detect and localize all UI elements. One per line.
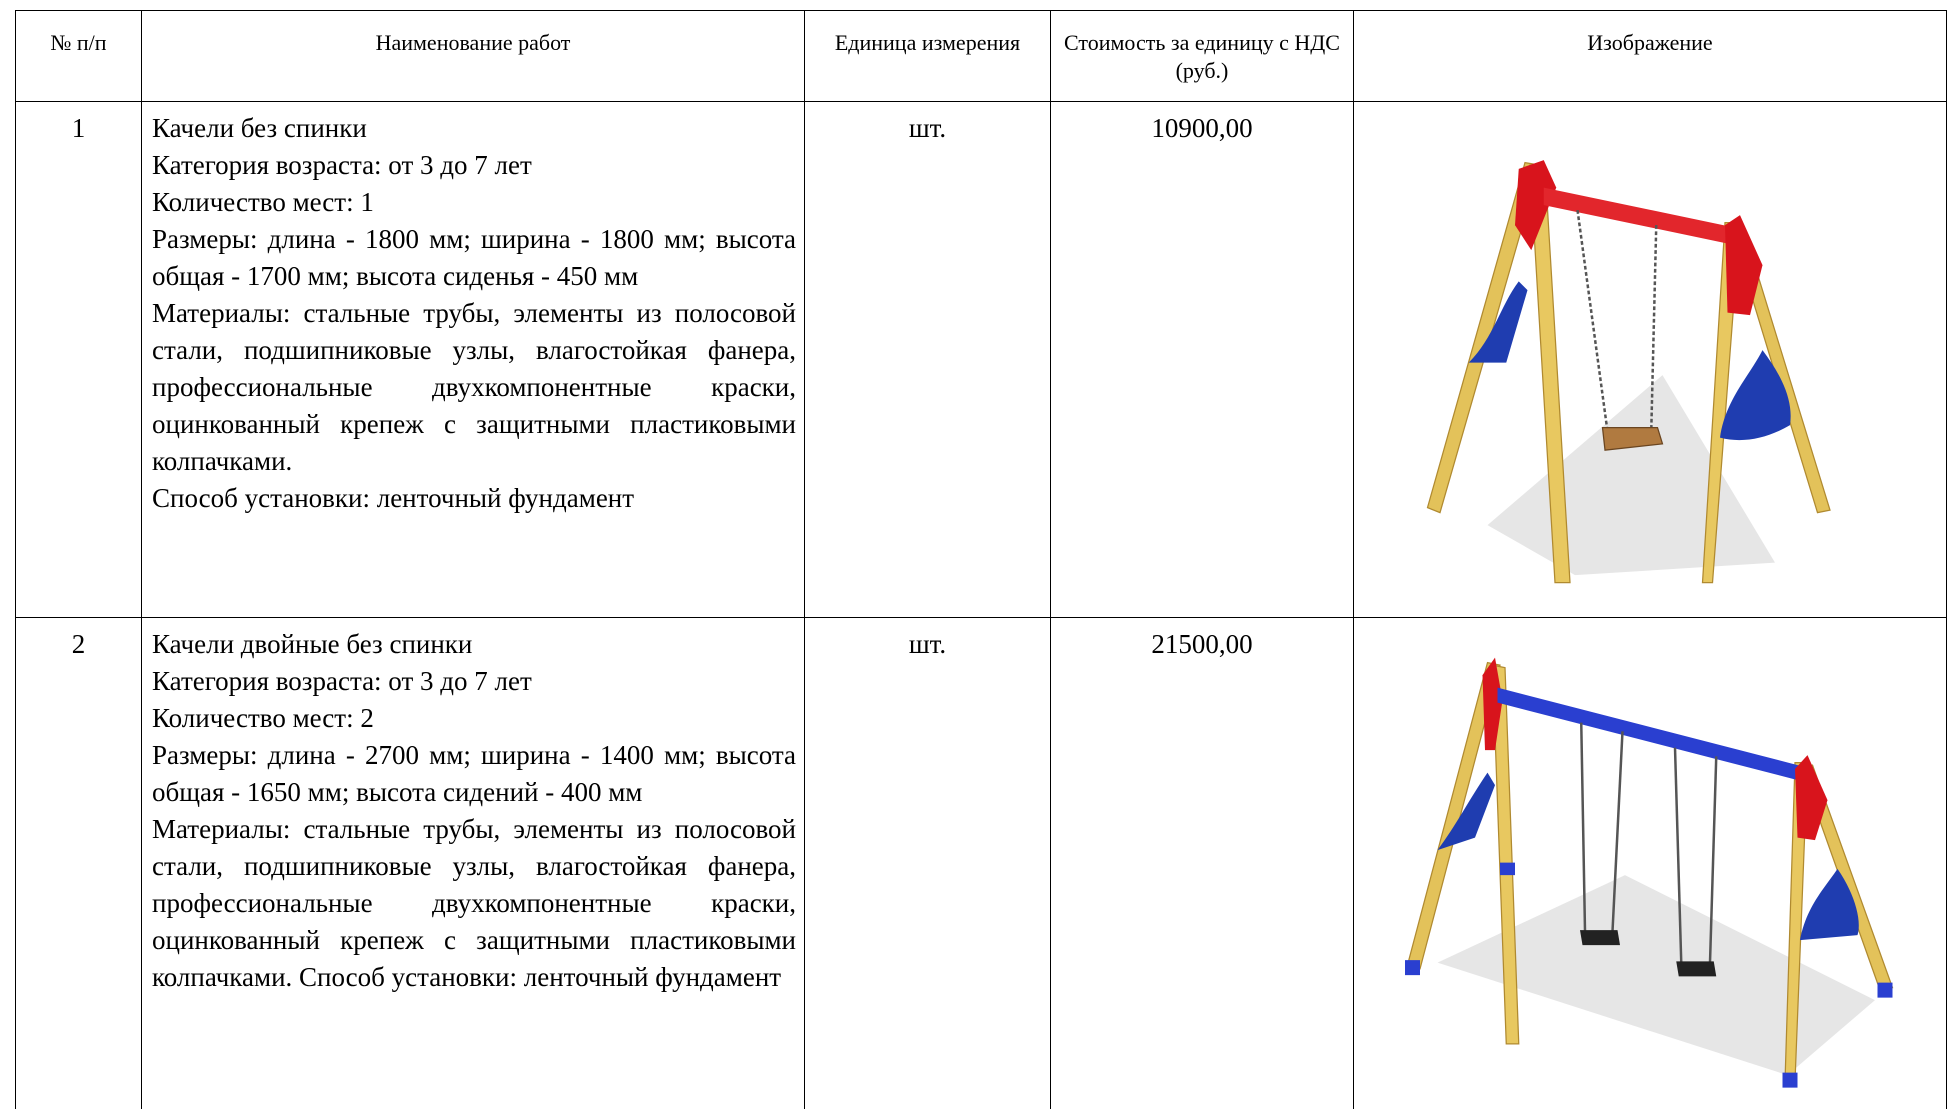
double-swing-image xyxy=(1405,657,1894,1088)
header-cell: Единица измерения xyxy=(804,10,1051,102)
description-line: Качели без спинки xyxy=(152,113,367,143)
description-line: Количество мест: 1 xyxy=(152,187,374,217)
table-row: 1 Качели без спинки Категория возраста: от… xyxy=(15,101,1947,618)
description-line: Категория возраста: от 3 до 7 лет xyxy=(152,150,532,180)
description-line: Качели двойные без спинки xyxy=(152,629,473,659)
description-line: Количество мест: 2 xyxy=(152,703,374,733)
swing-image xyxy=(1426,160,1831,584)
number-cell: 1 xyxy=(15,101,142,618)
description-line: Материалы: стальные трубы, элементы из п… xyxy=(152,814,796,992)
price-cell: 21500,00 xyxy=(1050,617,1354,1109)
description-line: Размеры: длина - 2700 мм; ширина - 1400 … xyxy=(152,740,796,807)
price-cell: 10900,00 xyxy=(1050,101,1354,618)
price-table: № п/п Наименование работ Единица измерен… xyxy=(15,10,1947,1109)
header-cell: № п/п xyxy=(15,10,142,102)
description-cell: Качели двойные без спинки Категория возра… xyxy=(141,617,805,1109)
header-cell: Наименование работ xyxy=(141,10,805,102)
description-line: Категория возраста: от 3 до 7 лет xyxy=(152,666,532,696)
description-line: Материалы: стальные трубы, элементы из п… xyxy=(152,298,796,476)
number-cell: 2 xyxy=(15,617,142,1109)
description-line: Способ установки: ленточный фундамент xyxy=(152,483,635,513)
description-cell: Качели без спинки Категория возраста: от … xyxy=(141,101,805,618)
header-cell: Изображение xyxy=(1353,10,1947,102)
description-line: Размеры: длина - 1800 мм; ширина - 1800 … xyxy=(152,224,796,291)
